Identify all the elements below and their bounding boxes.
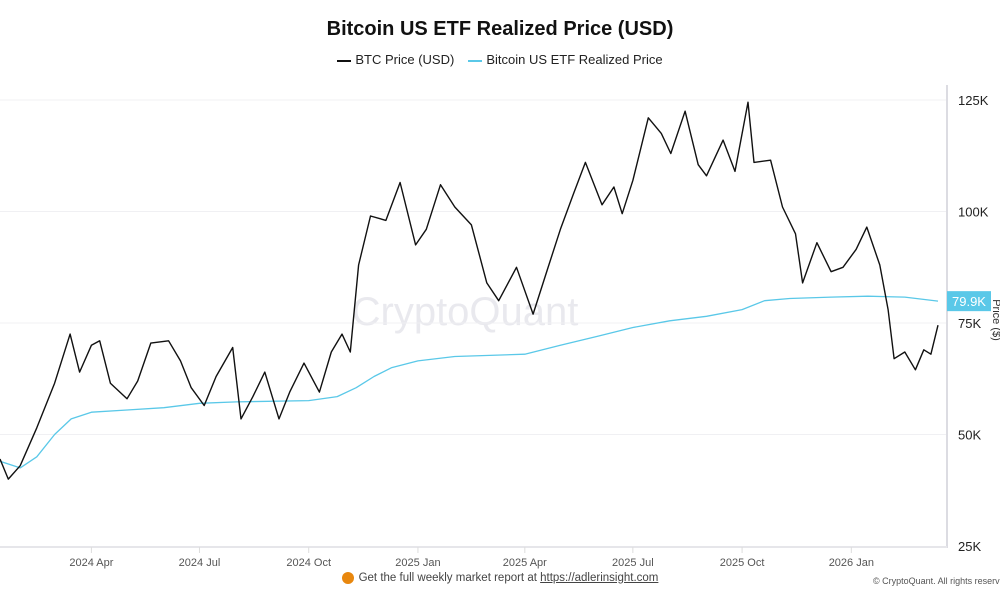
last-value-badge bbox=[947, 291, 991, 312]
series-line-btc-price bbox=[0, 101, 939, 480]
legend-label-realized: Bitcoin US ETF Realized Price bbox=[486, 52, 663, 67]
chart-title: Bitcoin US ETF Realized Price (USD) bbox=[326, 18, 674, 40]
legend-item-realized[interactable]: Bitcoin US ETF Realized Price bbox=[468, 52, 663, 67]
report-icon bbox=[341, 572, 354, 584]
x-tick-label: 2024 Apr bbox=[69, 557, 113, 569]
footer: Get the full weekly market report at htt… bbox=[0, 572, 1000, 584]
y-tick-label: 25K bbox=[958, 539, 981, 554]
y-tick-label: 50K bbox=[958, 428, 981, 443]
watermark: CryptoQuant bbox=[352, 290, 579, 334]
y-axis-label: Price ($) bbox=[990, 299, 1000, 341]
x-tick-label: 2024 Oct bbox=[286, 557, 331, 569]
legend-label-btc: BTC Price (USD) bbox=[355, 52, 455, 67]
y-tick-label: 75K bbox=[958, 316, 981, 331]
legend-swatch-realized bbox=[468, 59, 483, 62]
x-tick-label: 2026 Jan bbox=[829, 557, 874, 569]
x-tick-label: 2025 Apr bbox=[503, 557, 547, 569]
x-tick-label: 2025 Jan bbox=[395, 557, 440, 569]
legend: BTC Price (USD) Bitcoin US ETF Realized … bbox=[0, 52, 1000, 67]
x-tick-label: 2025 Jul bbox=[612, 557, 654, 569]
footer-text: Get the full weekly market report at bbox=[358, 572, 541, 585]
y-tick-label: 125K bbox=[958, 93, 989, 108]
legend-item-btc[interactable]: BTC Price (USD) bbox=[337, 52, 454, 67]
last-value-label: 79.9K bbox=[952, 294, 986, 309]
copyright: © CryptoQuant. All rights reserved. bbox=[873, 576, 1000, 586]
series-line-etf-realized-price bbox=[0, 295, 939, 469]
footer-link[interactable]: https://adlerinsight.com bbox=[540, 572, 659, 585]
x-tick-label: 2024 Jul bbox=[179, 557, 221, 569]
x-tick-label: 2025 Oct bbox=[720, 557, 765, 569]
legend-swatch-btc bbox=[337, 59, 352, 62]
y-tick-label: 100K bbox=[958, 205, 989, 220]
